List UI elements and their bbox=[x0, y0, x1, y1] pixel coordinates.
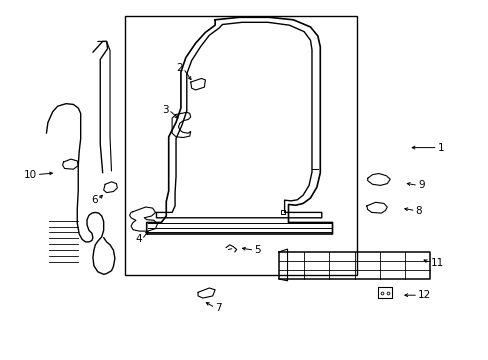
Text: 12: 12 bbox=[417, 290, 430, 300]
Text: 9: 9 bbox=[417, 180, 424, 190]
Text: 11: 11 bbox=[429, 258, 443, 268]
Text: 6: 6 bbox=[91, 195, 98, 205]
Text: 1: 1 bbox=[437, 143, 444, 153]
Text: 4: 4 bbox=[135, 234, 142, 244]
Text: 2: 2 bbox=[176, 63, 183, 73]
Text: 7: 7 bbox=[215, 303, 222, 313]
Text: 8: 8 bbox=[415, 206, 422, 216]
Bar bbox=[124, 16, 356, 275]
Text: 3: 3 bbox=[162, 105, 168, 115]
Text: 5: 5 bbox=[254, 245, 261, 255]
Text: 10: 10 bbox=[23, 170, 37, 180]
